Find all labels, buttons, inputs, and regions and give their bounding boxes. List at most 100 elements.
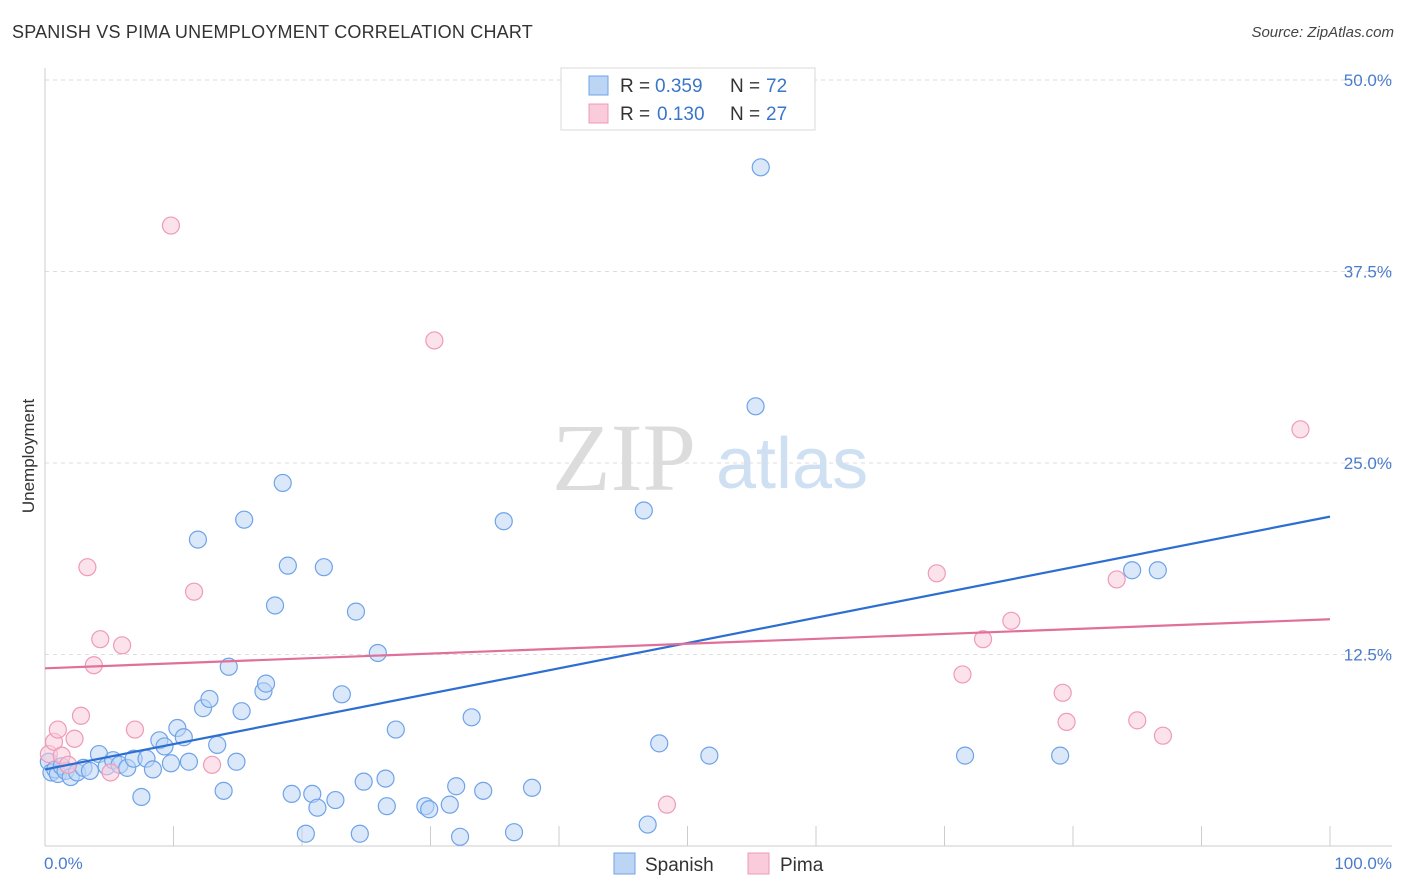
legend-bottom: Spanish Pima: [613, 852, 824, 876]
pima-point: [1002, 611, 1021, 630]
x-tick-label-min: 0.0%: [44, 854, 83, 873]
spanish-point: [1123, 561, 1142, 580]
pima-point: [202, 755, 222, 774]
spanish-point: [634, 501, 653, 520]
pima-point: [1153, 726, 1173, 745]
y-tick-labels: 12.5% 25.0% 37.5% 50.0%: [1344, 71, 1392, 665]
pima-point: [973, 630, 993, 649]
pima-point: [1291, 420, 1310, 439]
bottom-legend-label-pima: Pima: [780, 855, 824, 876]
x-tick-label-max: 100.0%: [1334, 854, 1392, 873]
spanish-point: [346, 602, 366, 621]
pima-point: [927, 564, 946, 583]
watermark-zip: ZIP: [552, 404, 696, 511]
pima-point: [125, 720, 145, 739]
spanish-point: [440, 795, 459, 814]
spanish-point: [376, 769, 395, 788]
spanish-point: [462, 708, 481, 727]
pima-point: [184, 582, 204, 601]
spanish-point: [332, 685, 351, 704]
pima-point: [78, 558, 97, 577]
bottom-legend-label-spanish: Spanish: [645, 855, 714, 876]
spanish-point: [200, 689, 219, 709]
spanish-point: [308, 798, 327, 817]
spanish-point: [80, 761, 100, 781]
legend-n-label: N =: [730, 76, 760, 97]
pima-point: [71, 706, 91, 725]
legend-r-label: R =: [620, 76, 650, 97]
pima-point: [91, 630, 110, 649]
chart-title: SPANISH VS PIMA UNEMPLOYMENT CORRELATION…: [12, 22, 533, 42]
spanish-point: [450, 827, 470, 846]
legend-top: R = 0.359 N = 72 R = 0.130 N = 27: [560, 67, 816, 131]
spanish-point: [278, 556, 297, 575]
spanish-point: [256, 674, 276, 693]
spanish-point: [132, 787, 151, 807]
spanish-point: [214, 781, 233, 800]
spanish-point: [1148, 561, 1167, 580]
trend-lines: [44, 515, 1331, 771]
spanish-point: [350, 824, 369, 843]
spanish-point: [188, 530, 208, 549]
spanish-point: [650, 734, 669, 753]
spanish-point: [746, 397, 765, 416]
watermark-atlas: atlas: [716, 424, 868, 504]
spanish-point: [208, 735, 227, 754]
spanish-point: [955, 746, 975, 765]
spanish-point: [368, 643, 387, 663]
legend-r-value-pima: 0.130: [657, 104, 705, 125]
spanish-point: [447, 777, 466, 796]
legend-r-label: R =: [620, 104, 650, 125]
legend-n-label: N =: [730, 104, 760, 125]
pima-point: [161, 216, 181, 235]
spanish-point: [494, 512, 513, 531]
grid-lines: [45, 79, 1392, 655]
legend-n-value-pima: 27: [766, 104, 787, 125]
y-tick-label: 12.5%: [1344, 646, 1392, 665]
spanish-point: [504, 823, 524, 842]
pima-point: [1057, 712, 1076, 732]
pima-point: [1128, 711, 1147, 730]
spanish-point: [700, 746, 719, 765]
legend-swatch-pima: [588, 103, 609, 124]
x-ticks: [173, 826, 1331, 846]
spanish-point: [232, 702, 251, 721]
spanish-point: [354, 772, 373, 791]
spanish-point: [420, 800, 439, 819]
y-tick-label: 25.0%: [1344, 454, 1392, 473]
spanish-point: [474, 781, 493, 800]
spanish-point: [377, 797, 396, 816]
spanish-point: [265, 596, 285, 615]
spanish-point: [326, 790, 345, 810]
bottom-legend-swatch-spanish: [613, 852, 636, 875]
pima-point: [112, 636, 132, 655]
bottom-legend-swatch-pima: [747, 852, 770, 875]
spanish-point: [282, 784, 301, 804]
spanish-point: [179, 752, 199, 771]
pima-point: [1107, 570, 1126, 589]
y-tick-label: 37.5%: [1344, 263, 1392, 282]
legend-swatch-spanish: [588, 75, 609, 96]
y-axis-title: Unemployment: [19, 399, 38, 514]
spanish-point: [161, 754, 181, 773]
chart-source: Source: ZipAtlas.com: [1251, 24, 1394, 41]
pima-point: [1053, 683, 1072, 702]
pima-point: [48, 720, 67, 739]
legend-r-value-spanish: 0.359: [655, 76, 703, 97]
spanish-point: [273, 473, 292, 493]
spanish-point: [296, 824, 315, 843]
pima-point: [953, 665, 972, 684]
legend-n-value-spanish: 72: [766, 76, 787, 97]
spanish-point: [1051, 746, 1070, 765]
spanish-point: [227, 752, 246, 771]
axes: [44, 68, 1392, 847]
pima-point: [657, 795, 677, 814]
y-tick-label: 50.0%: [1344, 71, 1392, 90]
spanish-point: [314, 558, 333, 577]
spanish-point: [143, 760, 163, 779]
spanish-point: [751, 158, 770, 177]
pima-point: [425, 331, 444, 350]
spanish-point: [638, 815, 657, 834]
spanish-point: [522, 778, 542, 797]
